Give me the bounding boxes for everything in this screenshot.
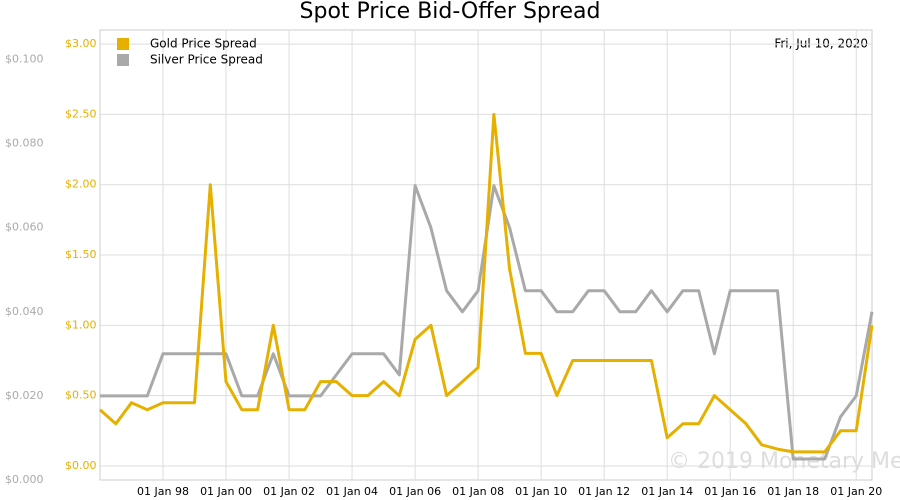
legend-label: Gold Price Spread (150, 37, 257, 51)
y-tick-label: $0.100 (5, 52, 44, 65)
x-tick-label: 01 Jan 12 (578, 485, 630, 498)
x-tick-label: 01 Jan 20 (830, 485, 882, 498)
y-tick-label: $0.060 (5, 221, 44, 234)
y-tick-label: $0.080 (5, 137, 44, 150)
x-tick-label: 01 Jan 02 (263, 485, 315, 498)
watermark: © 2019 Monetary Metals & Co. (668, 449, 900, 474)
x-tick-label: 01 Jan 06 (389, 485, 441, 498)
x-tick-label: 01 Jan 18 (767, 485, 819, 498)
x-tick-label: 01 Jan 16 (704, 485, 756, 498)
y-tick-label: $0.020 (5, 389, 44, 402)
y2-tick-label: $1.50 (65, 248, 97, 261)
y2-tick-label: $0.50 (65, 389, 97, 402)
x-tick-label: 01 Jan 10 (515, 485, 567, 498)
x-tick-label: 01 Jan 04 (326, 485, 378, 498)
legend-swatch (117, 38, 129, 50)
y-tick-label: $0.040 (5, 305, 44, 318)
x-tick-label: 01 Jan 00 (200, 485, 252, 498)
series-line (99, 112, 874, 454)
y-tick-label: $0.000 (5, 473, 44, 486)
y2-tick-label: $3.00 (65, 37, 97, 50)
legend-swatch (117, 54, 129, 66)
x-tick-label: 01 Jan 98 (137, 485, 189, 498)
y2-tick-label: $1.00 (65, 318, 97, 331)
date-annotation: Fri, Jul 10, 2020 (774, 37, 868, 51)
chart-title: Spot Price Bid-Offer Spread (300, 0, 601, 24)
y2-tick-label: $2.00 (65, 178, 97, 191)
y2-tick-label: $2.50 (65, 107, 97, 120)
y2-tick-label: $0.00 (65, 459, 97, 472)
legend-label: Silver Price Spread (150, 53, 263, 67)
x-tick-label: 01 Jan 14 (641, 485, 693, 498)
x-tick-label: 01 Jan 08 (452, 485, 504, 498)
